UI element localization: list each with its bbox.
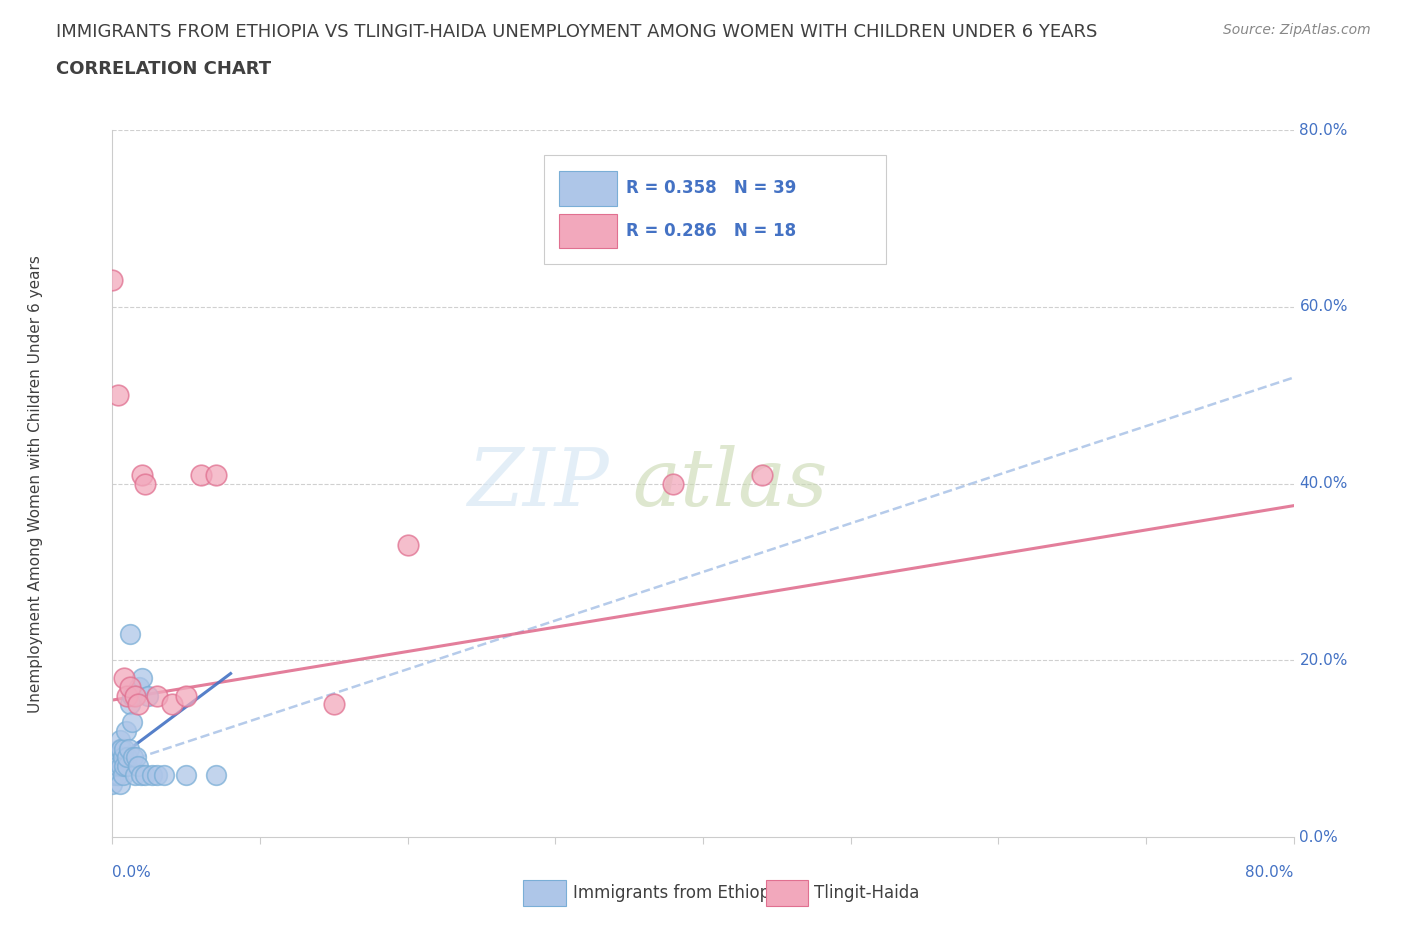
Point — [141, 768, 163, 783]
Point — [662, 476, 685, 491]
Point — [174, 768, 197, 783]
Point — [129, 768, 152, 783]
Text: CORRELATION CHART: CORRELATION CHART — [56, 60, 271, 78]
Point — [124, 688, 146, 703]
Point — [125, 750, 148, 764]
Point — [118, 741, 141, 756]
Text: 0.0%: 0.0% — [112, 865, 152, 881]
Text: 80.0%: 80.0% — [1299, 123, 1348, 138]
Point — [107, 759, 129, 774]
Point — [136, 688, 159, 703]
Point — [124, 768, 146, 783]
Point — [103, 768, 125, 783]
FancyBboxPatch shape — [560, 214, 617, 248]
Point — [121, 714, 143, 729]
Point — [120, 627, 142, 642]
Point — [108, 741, 131, 756]
FancyBboxPatch shape — [544, 155, 886, 264]
Point — [112, 671, 135, 685]
Text: IMMIGRANTS FROM ETHIOPIA VS TLINGIT-HAIDA UNEMPLOYMENT AMONG WOMEN WITH CHILDREN: IMMIGRANTS FROM ETHIOPIA VS TLINGIT-HAID… — [56, 23, 1098, 41]
Text: R = 0.358   N = 39: R = 0.358 N = 39 — [626, 179, 797, 197]
Text: Unemployment Among Women with Children Under 6 years: Unemployment Among Women with Children U… — [28, 255, 44, 712]
Text: 80.0%: 80.0% — [1246, 865, 1294, 881]
Point — [101, 777, 124, 791]
Point — [111, 768, 134, 783]
Point — [112, 759, 135, 774]
Point — [117, 759, 138, 774]
Text: 0.0%: 0.0% — [1299, 830, 1339, 844]
Point — [153, 768, 176, 783]
Text: R = 0.286   N = 18: R = 0.286 N = 18 — [626, 222, 796, 240]
Point — [120, 679, 142, 694]
Point — [127, 698, 149, 712]
Text: Source: ZipAtlas.com: Source: ZipAtlas.com — [1223, 23, 1371, 37]
Point — [174, 688, 197, 703]
Point — [105, 750, 128, 764]
Text: ZIP: ZIP — [467, 445, 609, 523]
Text: 60.0%: 60.0% — [1299, 299, 1348, 314]
Point — [127, 759, 149, 774]
Point — [146, 768, 169, 783]
Point — [190, 468, 212, 483]
FancyBboxPatch shape — [766, 880, 808, 906]
Point — [122, 750, 145, 764]
Point — [131, 671, 153, 685]
Point — [104, 759, 127, 774]
Point — [108, 777, 131, 791]
Point — [205, 468, 228, 483]
Point — [101, 273, 124, 288]
Point — [105, 768, 128, 783]
Point — [121, 688, 143, 703]
Point — [103, 759, 125, 774]
Text: Tlingit-Haida: Tlingit-Haida — [814, 884, 920, 902]
Point — [117, 750, 138, 764]
FancyBboxPatch shape — [560, 171, 617, 206]
Text: 20.0%: 20.0% — [1299, 653, 1348, 668]
Text: atlas: atlas — [633, 445, 828, 523]
Point — [120, 698, 142, 712]
Text: Immigrants from Ethiopia: Immigrants from Ethiopia — [574, 884, 785, 902]
Point — [205, 768, 228, 783]
Point — [131, 468, 153, 483]
Point — [146, 688, 169, 703]
Point — [128, 679, 150, 694]
Point — [110, 741, 132, 756]
Point — [112, 741, 135, 756]
Point — [134, 476, 156, 491]
Point — [160, 698, 183, 712]
Point — [751, 468, 773, 483]
Point — [110, 759, 132, 774]
Text: 40.0%: 40.0% — [1299, 476, 1348, 491]
Point — [107, 388, 129, 403]
Point — [114, 724, 136, 738]
Point — [117, 688, 138, 703]
Point — [323, 698, 346, 712]
Point — [111, 750, 134, 764]
Point — [396, 538, 419, 552]
Point — [107, 768, 129, 783]
Point — [134, 768, 156, 783]
FancyBboxPatch shape — [523, 880, 567, 906]
Point — [108, 733, 131, 748]
